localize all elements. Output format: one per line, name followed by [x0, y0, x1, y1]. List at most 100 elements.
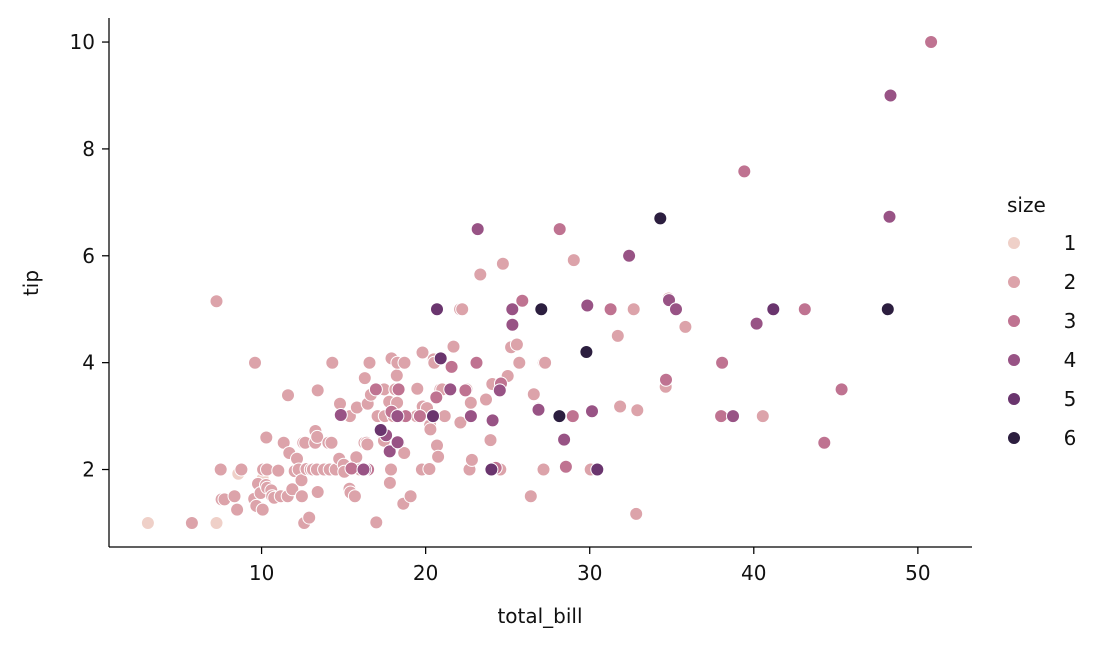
legend-item: 3: [1007, 309, 1076, 333]
data-point: [259, 430, 274, 445]
x-tick-label: 50: [905, 561, 930, 585]
data-point: [271, 463, 286, 478]
data-point: [479, 392, 493, 407]
data-point: [653, 211, 668, 226]
data-point: [397, 446, 412, 460]
data-point: [373, 423, 388, 437]
data-point: [726, 409, 740, 424]
data-point: [715, 355, 730, 370]
data-point: [613, 399, 628, 414]
data-point: [362, 355, 377, 370]
data-point: [509, 337, 524, 352]
legend: size 1 2 3 4 5 6: [1007, 193, 1076, 450]
data-point: [423, 422, 438, 437]
legend-marker: [1007, 236, 1021, 250]
data-point: [463, 395, 478, 410]
data-point: [557, 432, 572, 447]
legend-marker: [1007, 353, 1021, 367]
series-6: [534, 211, 895, 424]
data-point: [415, 345, 430, 360]
data-point: [410, 381, 425, 396]
series-5: [373, 211, 781, 477]
data-point: [883, 88, 898, 103]
legend-marker: [1007, 392, 1021, 406]
data-point: [344, 461, 359, 476]
data-point: [469, 355, 484, 370]
x-tick-label: 40: [741, 561, 766, 585]
data-point: [397, 355, 412, 370]
data-point: [538, 355, 553, 370]
data-point: [248, 355, 262, 370]
data-point: [552, 222, 567, 237]
data-point: [515, 293, 530, 308]
data-point: [669, 302, 683, 317]
legend-label: 4: [1064, 348, 1077, 372]
data-point: [281, 388, 295, 403]
data-point: [140, 516, 155, 530]
data-point: [426, 409, 440, 424]
series-2: [184, 222, 895, 530]
data-point: [797, 302, 812, 317]
data-point: [526, 387, 541, 402]
data-point: [324, 435, 339, 450]
data-point: [391, 382, 406, 397]
y-axis-label: tip: [19, 270, 43, 296]
data-point: [209, 516, 224, 530]
data-point: [579, 345, 594, 359]
data-point: [333, 408, 348, 422]
legend-marker: [1007, 275, 1021, 289]
legend-title: size: [1007, 193, 1046, 217]
x-tick-label: 30: [577, 561, 602, 585]
data-point: [523, 489, 538, 504]
data-point: [629, 506, 644, 521]
data-point: [536, 462, 551, 477]
data-point: [302, 510, 317, 525]
data-point: [565, 409, 580, 424]
data-point: [356, 462, 371, 477]
data-point: [209, 294, 224, 309]
data-point: [714, 409, 729, 424]
data-point: [484, 462, 499, 477]
y-tick-label: 10: [70, 30, 95, 54]
legend-label: 5: [1064, 387, 1077, 411]
legend-marker: [1007, 431, 1021, 445]
data-point: [630, 403, 645, 418]
data-point: [766, 302, 781, 317]
data-point: [357, 371, 372, 386]
data-point: [678, 319, 693, 334]
data-point: [924, 35, 939, 49]
y-tick-label: 4: [82, 351, 95, 375]
data-point: [505, 317, 520, 332]
legend-label: 6: [1064, 426, 1077, 450]
y-tick-label: 6: [82, 244, 95, 268]
data-point: [470, 222, 485, 237]
x-tick-label: 20: [413, 561, 438, 585]
data-point: [227, 489, 242, 504]
data-point: [368, 382, 383, 397]
data-point: [534, 302, 549, 317]
data-point: [446, 339, 461, 354]
data-point: [437, 409, 452, 424]
data-point: [384, 462, 398, 477]
data-point: [390, 409, 405, 424]
data-point: [473, 267, 488, 282]
legend-item: 2: [1007, 270, 1077, 294]
data-point: [310, 429, 325, 444]
data-point: [403, 489, 418, 504]
legend-item: 6: [1007, 426, 1077, 450]
legend-label: 2: [1064, 270, 1077, 294]
y-tick-label: 2: [82, 458, 95, 482]
data-point: [483, 433, 498, 448]
data-point: [552, 409, 567, 424]
data-point: [433, 351, 448, 366]
data-point: [369, 515, 384, 530]
legend-item: 5: [1007, 387, 1077, 411]
data-point: [412, 409, 427, 424]
data-point: [610, 328, 625, 343]
data-point: [429, 390, 444, 405]
data-point: [882, 209, 897, 224]
data-point: [382, 475, 397, 490]
data-point: [389, 368, 404, 383]
data-point: [603, 302, 618, 317]
